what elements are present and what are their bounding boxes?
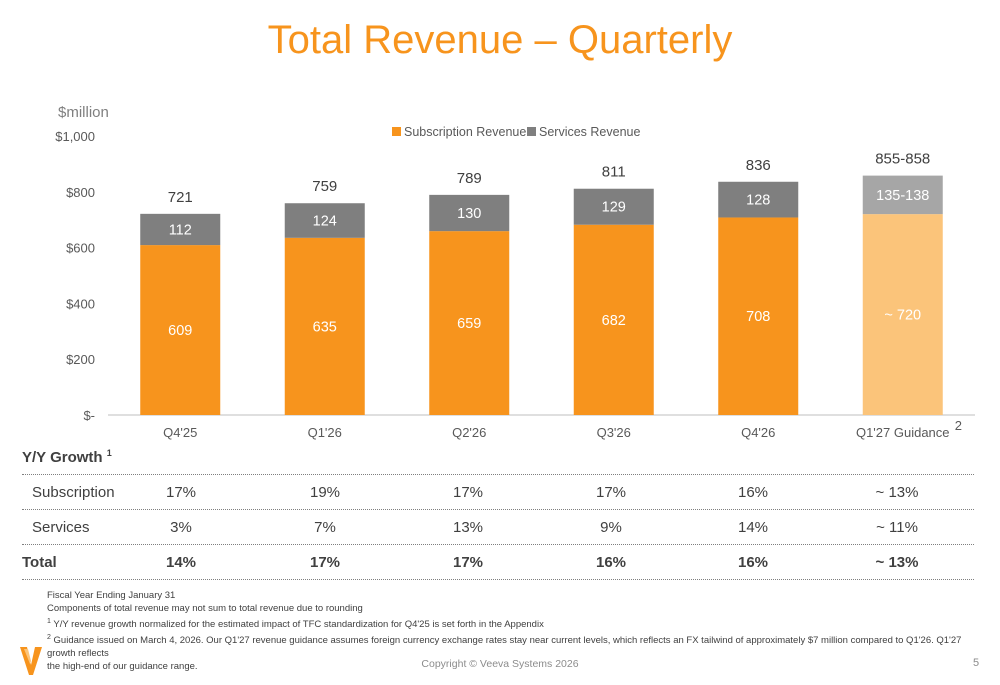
bar-total-label: 721 bbox=[168, 189, 193, 206]
growth-cell: ~ 11% bbox=[876, 519, 918, 536]
y-axis-unit-label: $million bbox=[58, 104, 109, 121]
footnote-text: Guidance issued on March 4, 2026. Our Q1… bbox=[47, 635, 962, 660]
growth-cell: 17% bbox=[595, 484, 627, 501]
bar-services bbox=[862, 175, 943, 215]
bar-total-label: 855-858 bbox=[875, 151, 930, 168]
bar-label-subscription: 635 bbox=[313, 319, 337, 335]
bar-subscription bbox=[429, 231, 510, 415]
x-tick-label: Q4'25 bbox=[163, 425, 197, 440]
legend-label: Subscription Revenue bbox=[404, 125, 526, 139]
growth-cell: 16% bbox=[595, 554, 627, 571]
footnote-text: Y/Y revenue growth normalized for the es… bbox=[53, 619, 544, 631]
footnote-mark: 1 bbox=[47, 618, 51, 625]
bar-label-subscription: 682 bbox=[602, 313, 626, 329]
bar-label-services: 112 bbox=[169, 222, 192, 238]
bar-total-label: 836 bbox=[746, 157, 771, 174]
bar-label-subscription: 708 bbox=[746, 309, 770, 325]
footnote-line: the high-end of our guidance range. bbox=[47, 661, 198, 673]
bar-total-label: 759 bbox=[312, 178, 337, 195]
growth-cell: 17% bbox=[452, 554, 484, 571]
growth-cell: 16% bbox=[737, 484, 769, 501]
bar-services bbox=[573, 188, 654, 225]
growth-row-label: Subscription bbox=[32, 484, 115, 501]
bar-services bbox=[284, 203, 365, 238]
growth-heading-mark: 1 bbox=[106, 448, 112, 458]
revenue-chart: $million $- $200 $400 $600 $800 $1,000 Subscrip… bbox=[55, 104, 975, 440]
footnote-mark: 2 bbox=[47, 634, 51, 642]
bar-subscription bbox=[862, 214, 943, 415]
bar-label-services: 128 bbox=[746, 193, 770, 209]
page-number: 5 bbox=[973, 657, 980, 669]
growth-cell: ~ 13% bbox=[875, 554, 919, 571]
bar-subscription bbox=[718, 217, 799, 415]
bar-label-services: 129 bbox=[602, 200, 626, 216]
bar-total-label: 789 bbox=[457, 170, 482, 187]
growth-cell: 17% bbox=[165, 484, 197, 501]
growth-cell: 9% bbox=[600, 519, 622, 536]
x-tick-footnote-mark: 2 bbox=[955, 418, 962, 433]
y-tick-label: $800 bbox=[66, 185, 95, 200]
x-tick-label: Q2'26 bbox=[452, 425, 486, 440]
growth-heading: Y/Y Growth 1 bbox=[22, 448, 112, 466]
footnote-line: Fiscal Year Ending January 31 bbox=[47, 590, 176, 601]
bar-label-services: 124 bbox=[313, 214, 337, 230]
bar-total-label: 811 bbox=[602, 164, 626, 181]
growth-row-services: Services 3% 7% 13% 9% 14% ~ 11% bbox=[22, 509, 974, 544]
bar-services bbox=[429, 194, 510, 232]
growth-cell: 17% bbox=[309, 554, 341, 571]
bar-label-subscription: 609 bbox=[168, 323, 192, 339]
growth-row-label: Services bbox=[32, 519, 90, 536]
growth-table: Subscription 17% 19% 17% 17% 16% ~ 13% S… bbox=[22, 474, 974, 580]
bar-services bbox=[718, 181, 799, 218]
bar-label-services: 135-138 bbox=[876, 188, 929, 204]
bar-subscription bbox=[284, 237, 365, 415]
legend-swatch bbox=[392, 127, 401, 136]
copyright: Copyright © Veeva Systems 2026 bbox=[421, 658, 579, 670]
y-tick-label: $1,000 bbox=[55, 129, 95, 144]
bar-label-services: 130 bbox=[457, 206, 481, 222]
bar-services bbox=[140, 213, 221, 246]
y-tick-label: $600 bbox=[66, 241, 95, 256]
footnote-2: 2 Guidance issued on March 4, 2026. Our … bbox=[47, 631, 967, 660]
growth-row-subscription: Subscription 17% 19% 17% 17% 16% ~ 13% bbox=[22, 474, 974, 509]
y-tick-label: $- bbox=[83, 408, 95, 423]
bar-label-subscription: ~ 720 bbox=[884, 308, 921, 324]
page-title: Total Revenue – Quarterly bbox=[267, 18, 733, 62]
growth-row-total: Total 14% 17% 17% 16% 16% ~ 13% bbox=[22, 544, 974, 580]
growth-cell: 14% bbox=[165, 554, 197, 571]
footnotes: Fiscal Year Ending January 31 Components… bbox=[47, 589, 967, 673]
growth-cell: 13% bbox=[452, 519, 484, 536]
bar-subscription bbox=[573, 224, 654, 415]
growth-cell: 19% bbox=[309, 484, 341, 501]
y-tick-label: $400 bbox=[66, 296, 95, 311]
growth-cell: 3% bbox=[170, 519, 192, 536]
growth-row-label: Total bbox=[22, 554, 57, 571]
footnote-1: 1 Y/Y revenue growth normalized for the … bbox=[47, 615, 967, 631]
y-tick-label: $200 bbox=[66, 352, 95, 367]
bar-subscription bbox=[140, 245, 221, 415]
x-tick-label: Q1'26 bbox=[308, 425, 342, 440]
x-tick-label: Q1'27 Guidance bbox=[856, 425, 950, 440]
bar-label-subscription: 659 bbox=[457, 316, 481, 332]
growth-cell: ~ 13% bbox=[875, 484, 919, 501]
x-tick-label: Q4'26 bbox=[741, 425, 775, 440]
growth-cell: 16% bbox=[737, 554, 769, 571]
veeva-v-logo-icon bbox=[20, 647, 42, 675]
growth-cell: 7% bbox=[314, 519, 336, 536]
growth-cell: 17% bbox=[452, 484, 484, 501]
legend-swatch bbox=[527, 127, 536, 136]
growth-cell: 14% bbox=[737, 519, 769, 536]
legend-label: Services Revenue bbox=[539, 125, 640, 139]
growth-heading-text: Y/Y Growth bbox=[22, 449, 103, 466]
footnote-line: Components of total revenue may not sum … bbox=[47, 603, 363, 614]
x-tick-label: Q3'26 bbox=[597, 425, 631, 440]
